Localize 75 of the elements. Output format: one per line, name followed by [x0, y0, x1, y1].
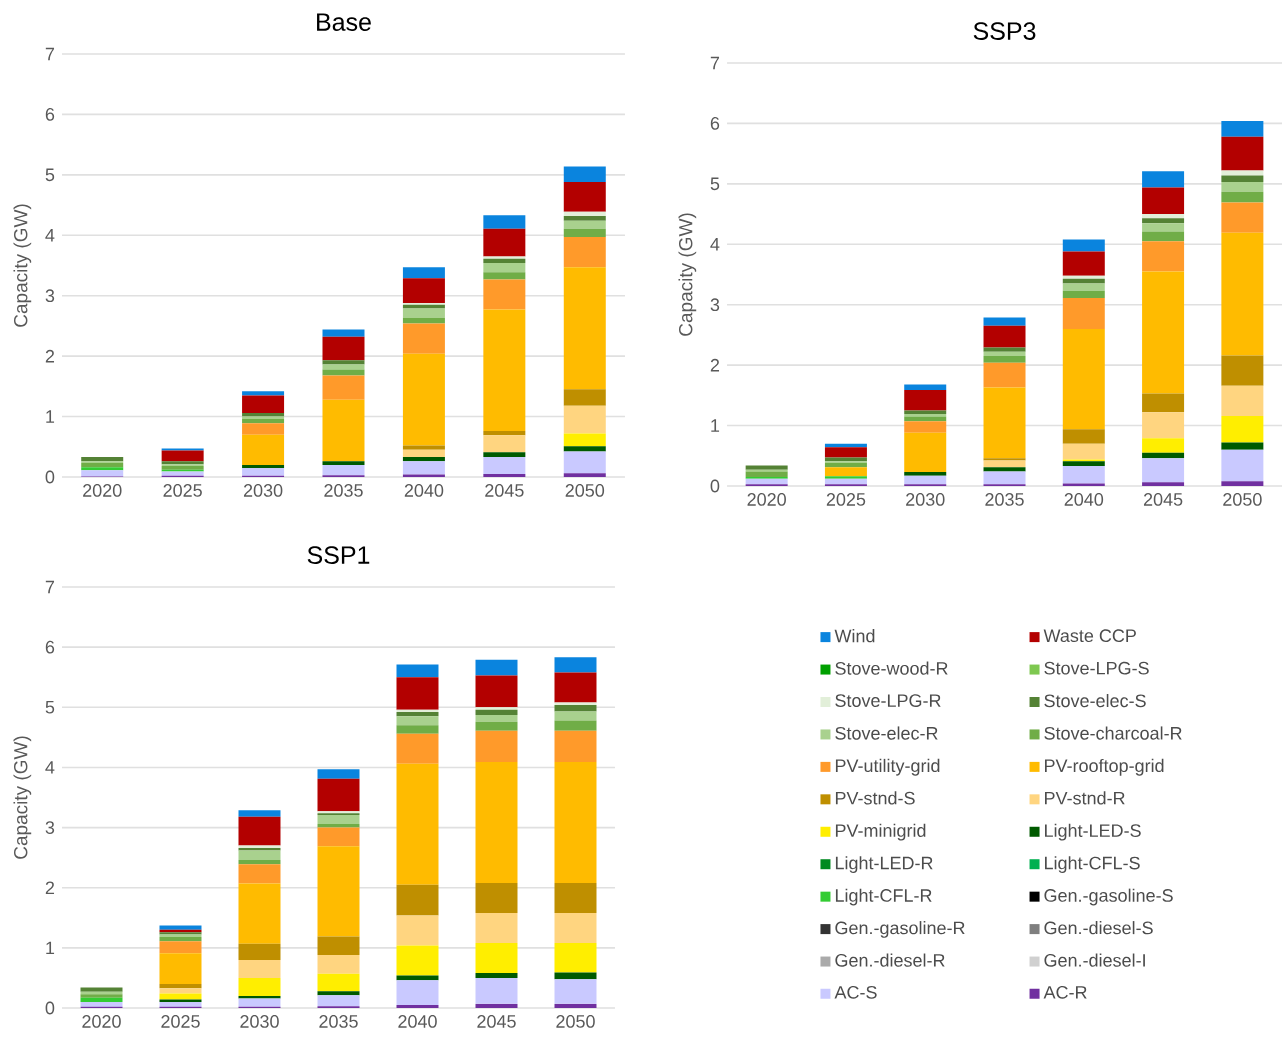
x-tick-label: 2025 — [826, 493, 866, 506]
x-tick-label: 2035 — [319, 1015, 358, 1028]
y-tick-label: 0 — [710, 479, 720, 493]
legend-label: Stove-wood-R — [835, 661, 948, 675]
x-tick-label: 2050 — [556, 1015, 595, 1028]
chart-title: Base — [317, 13, 371, 31]
y-tick-label: 7 — [710, 56, 720, 70]
legend-label: PV-rooftop-grid — [1045, 758, 1164, 776]
legend-label: Gen.-diesel-S — [1044, 921, 1153, 935]
x-tick-label: 2020 — [83, 484, 122, 497]
legend-label: Light-CFL-R — [835, 888, 932, 906]
x-tick-label: 2045 — [485, 484, 524, 497]
y-tick-label: 2 — [45, 349, 55, 363]
y-tick-label: 3 — [45, 289, 55, 303]
y-tick-label: 7 — [45, 580, 55, 594]
y-tick-label: 1 — [46, 941, 55, 955]
legend-label: Gen.-gasoline-S — [1044, 888, 1173, 906]
legend-label: PV-stnd-S — [835, 791, 915, 805]
x-tick-label: 2030 — [243, 484, 283, 497]
chart-title: SSP3 — [973, 22, 1036, 40]
legend-label: Stove-LPG-R — [835, 694, 941, 707]
y-tick-label: 0 — [45, 470, 55, 484]
legend-label: Stove-elec-R — [835, 726, 938, 740]
x-tick-label: 2025 — [161, 1015, 200, 1028]
x-tick-label: 2040 — [398, 1015, 437, 1028]
legend-label: PV-minigrid — [835, 823, 926, 841]
y-axis-title: Capacity (GW) — [13, 204, 32, 327]
legend-label: Gen.-gasoline-R — [835, 921, 965, 938]
legend-label: Stove-LPG-S — [1044, 661, 1149, 675]
y-tick-label: 2 — [710, 358, 720, 372]
y-axis-title: Capacity (GW) — [678, 213, 697, 336]
y-tick-label: 5 — [710, 177, 720, 191]
x-tick-label: 2045 — [1143, 493, 1183, 506]
x-tick-label: 2020 — [82, 1015, 121, 1028]
y-tick-label: 1 — [711, 419, 720, 432]
y-tick-label: 6 — [710, 117, 720, 130]
legend-label: PV-utility-grid — [835, 758, 940, 776]
y-tick-label: 4 — [710, 238, 720, 251]
y-tick-label: 7 — [45, 47, 55, 61]
x-tick-label: 2020 — [747, 493, 786, 506]
y-tick-label: 6 — [45, 640, 55, 654]
x-tick-label: 2025 — [163, 484, 202, 497]
chart-title: SSP1 — [307, 546, 370, 564]
y-tick-label: 6 — [45, 108, 55, 121]
x-tick-label: 2040 — [404, 484, 444, 497]
y-tick-label: 0 — [45, 1001, 55, 1015]
y-axis-title: Capacity (GW) — [13, 736, 32, 859]
y-tick-label: 4 — [45, 229, 55, 242]
legend-label: Stove-elec-S — [1044, 693, 1146, 708]
legend-label: Light-LED-R — [835, 856, 933, 873]
x-tick-label: 2030 — [240, 1015, 279, 1028]
legend-label: Gen.-diesel-R — [835, 953, 945, 967]
y-tick-label: 5 — [45, 701, 55, 714]
legend-label: AC-R — [1043, 985, 1087, 999]
legend-label: Light-CFL-S — [1045, 856, 1140, 873]
x-tick-label: 2040 — [1064, 493, 1104, 506]
legend-label: Waste CCP — [1043, 629, 1136, 643]
x-tick-label: 2035 — [985, 493, 1024, 506]
x-tick-label: 2030 — [906, 493, 945, 506]
x-tick-label: 2050 — [565, 484, 605, 497]
legend-label: Light-LED-S — [1045, 823, 1141, 841]
legend-label: PV-stnd-R — [1045, 791, 1125, 805]
y-tick-label: 4 — [45, 761, 55, 774]
x-tick-label: 2050 — [1223, 493, 1262, 506]
y-tick-label: 1 — [46, 410, 55, 423]
x-tick-label: 2045 — [477, 1015, 516, 1028]
y-tick-label: 5 — [45, 168, 55, 182]
legend-label: Stove-charcoal-R — [1044, 726, 1182, 740]
y-tick-label: 2 — [45, 881, 55, 894]
y-tick-label: 3 — [45, 821, 55, 834]
legend-label: Wind — [834, 629, 875, 643]
y-tick-label: 3 — [710, 298, 720, 312]
legend-label: AC-S — [834, 985, 877, 999]
legend-label: Gen.-diesel-I — [1044, 953, 1145, 967]
x-tick-label: 2035 — [324, 484, 363, 497]
